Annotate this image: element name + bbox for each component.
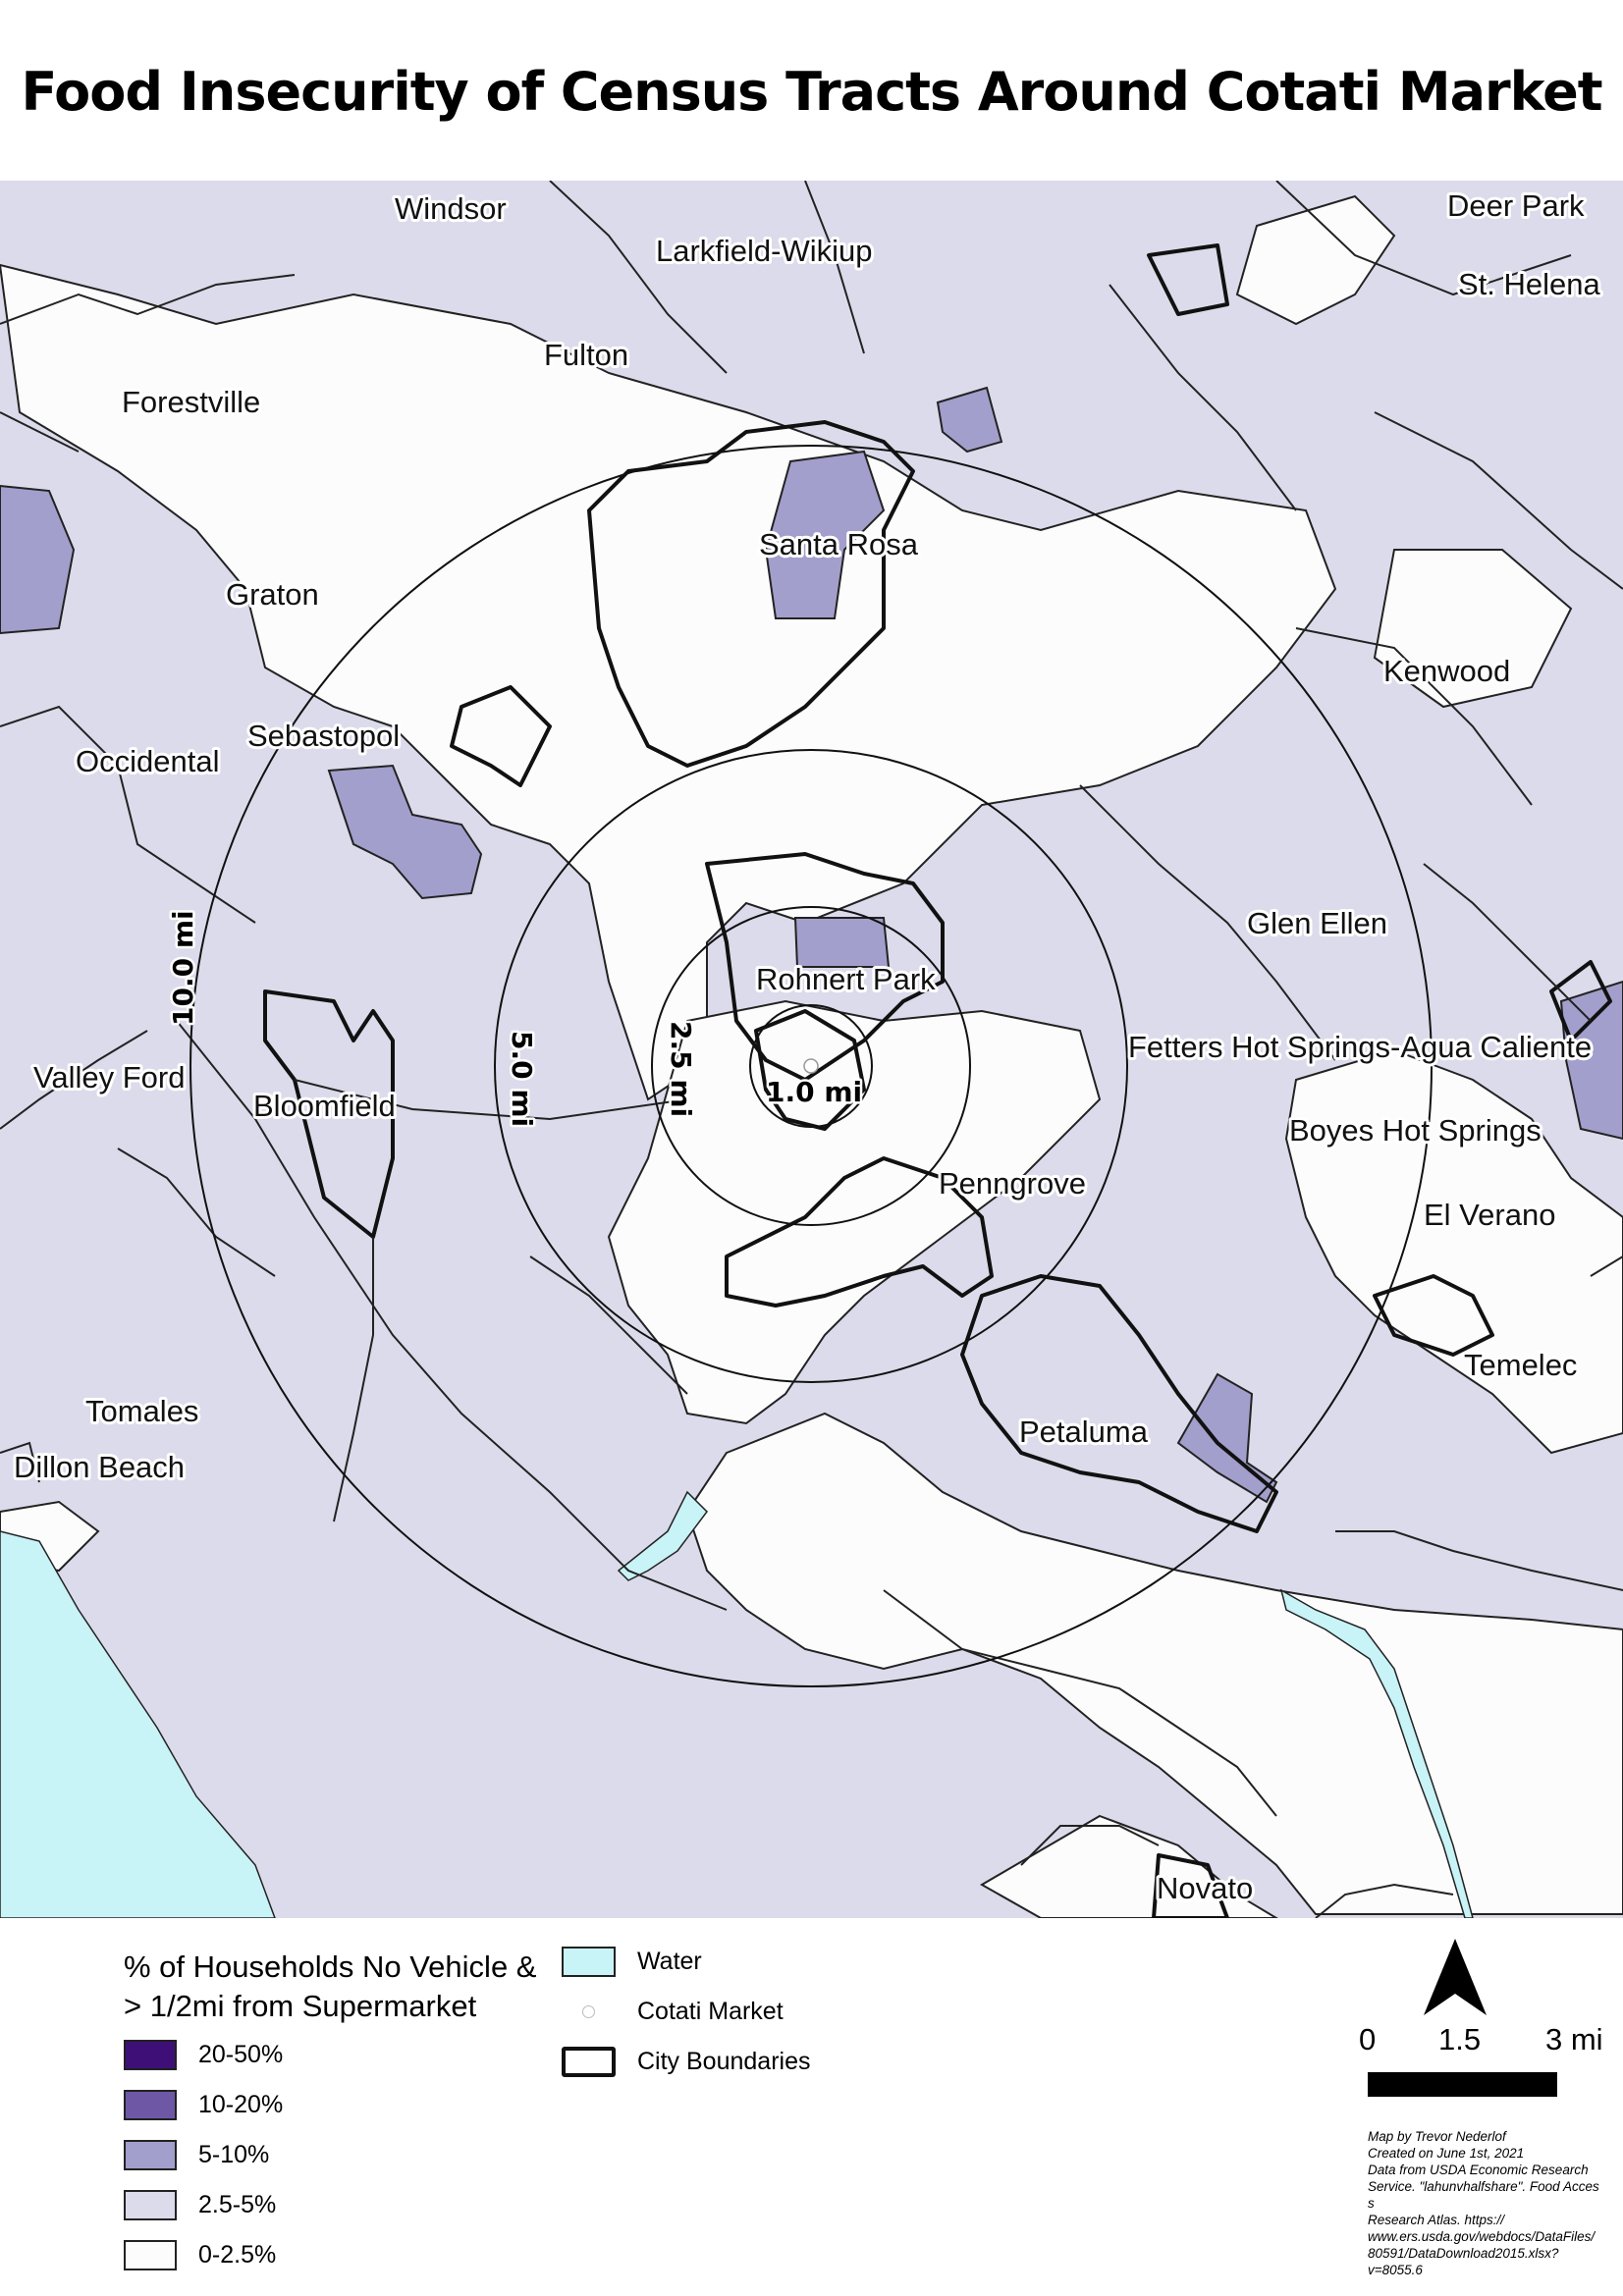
ring-label-10mi: 10.0 mi [167, 910, 199, 1026]
legend-item-5-10: 5-10% [124, 2138, 269, 2171]
legend-item-2-5-5: 2.5-5% [124, 2188, 276, 2221]
city-boundaries [263, 243, 1612, 1918]
place-label-windsor: Windsor [395, 191, 507, 226]
place-label-forestville: Forestville [122, 385, 260, 419]
place-label-temelec: Temelec [1464, 1348, 1577, 1382]
credits-line: Service. "lahunvhalfshare". Food Access [1368, 2179, 1599, 2211]
market-dot-icon [582, 2005, 595, 2018]
water-bodies [0, 1490, 1474, 1918]
place-label-kenwood: Kenwood [1383, 654, 1510, 688]
legend-item-0-2-5: 0-2.5% [124, 2238, 276, 2271]
legend-item-city: City Boundaries [562, 2047, 810, 2077]
ring-label-1mi: 1.0 mi [766, 1076, 862, 1108]
north-arrow-icon [1424, 1939, 1487, 2015]
legend-label: 5-10% [198, 2140, 270, 2168]
scale-label-mid: 1.5 [1438, 2022, 1482, 2056]
buffer-rings [189, 445, 1433, 1687]
credits-line: Data from USDA Economic Research [1368, 2163, 1589, 2177]
credits-line: v=8055.6 [1368, 2263, 1423, 2277]
legend-item-10-20: 10-20% [124, 2088, 283, 2121]
legend-item-20-50: 20-50% [124, 2038, 283, 2071]
legend-swatch [124, 2039, 177, 2070]
legend-title-line2: > 1/2mi from Supermarket [124, 1989, 477, 2023]
scale-bar [1368, 2072, 1557, 2097]
market-swatch [562, 1997, 616, 2027]
place-label-valley-ford: Valley Ford [33, 1060, 186, 1095]
credits-line: www.ers.usda.gov/webdocs/DataFiles/ [1368, 2229, 1596, 2244]
place-label-graton: Graton [226, 577, 319, 612]
place-label-fetters: Fetters Hot Springs-Agua Caliente [1128, 1030, 1592, 1064]
legend-item-market: Cotati Market [562, 1997, 784, 2027]
ring-label-5mi: 5.0 mi [506, 1031, 538, 1127]
city-swatch [562, 2047, 616, 2077]
tract-lines [0, 181, 1623, 1918]
place-label-sebastopol: Sebastopol [247, 719, 400, 753]
place-label-larkfield: Larkfield-Wikiup [656, 234, 873, 268]
scale-label-end: 3 mi [1545, 2022, 1603, 2056]
credits-block: Map by Trevor Nederlof Created on June 1… [1368, 2128, 1603, 2278]
place-label-tomales: Tomales [85, 1394, 198, 1428]
place-label-novato: Novato [1157, 1871, 1253, 1905]
place-label-deer-park: Deer Park [1447, 188, 1585, 223]
place-label-rohnert-park: Rohnert Park [756, 962, 936, 996]
legend-label: 20-50% [198, 2040, 284, 2068]
scale-label-zero: 0 [1359, 2022, 1377, 2056]
legend-swatch [124, 2239, 177, 2270]
map-title: Food Insecurity of Census Tracts Around … [21, 61, 1602, 123]
place-label-st-helena: St. Helena [1458, 267, 1601, 301]
place-label-santa-rosa: Santa Rosa [759, 527, 919, 561]
place-label-fulton: Fulton [544, 338, 628, 372]
place-label-glen-ellen: Glen Ellen [1247, 906, 1387, 940]
ring-label-2-5mi: 2.5 mi [665, 1021, 697, 1117]
water-swatch [562, 1947, 616, 1977]
legend-title: % of Households No Vehicle & > 1/2mi fro… [124, 1948, 536, 2026]
credits-line: Created on June 1st, 2021 [1368, 2146, 1525, 2161]
map-svg: 1.0 mi 2.5 mi 5.0 mi 10.0 mi Windsor Lar… [0, 181, 1623, 1918]
place-label-dillon-beach: Dillon Beach [14, 1450, 185, 1484]
place-label-el-verano: El Verano [1424, 1198, 1555, 1232]
legend-swatch [124, 2139, 177, 2170]
legend-label: 2.5-5% [198, 2190, 277, 2218]
legend-label: Water [637, 1948, 702, 1975]
legend-label: City Boundaries [637, 2048, 811, 2075]
place-label-petaluma: Petaluma [1019, 1415, 1149, 1449]
place-label-occidental: Occidental [76, 744, 219, 778]
legend-title-line1: % of Households No Vehicle & [124, 1949, 537, 1984]
place-label-penngrove: Penngrove [939, 1166, 1086, 1201]
credits-line: Research Atlas. https:// [1368, 2213, 1505, 2227]
cotati-market-point[interactable] [803, 1058, 819, 1074]
place-label-boyes: Boyes Hot Springs [1289, 1113, 1542, 1148]
legend-label: Cotati Market [637, 1998, 784, 2025]
credits-line: Map by Trevor Nederlof [1368, 2129, 1506, 2144]
legend-swatch [124, 2089, 177, 2120]
legend-label: 0-2.5% [198, 2240, 277, 2269]
tracts-low [0, 194, 1623, 1918]
map-canvas[interactable]: 1.0 mi 2.5 mi 5.0 mi 10.0 mi Windsor Lar… [0, 181, 1623, 1918]
legend-label: 10-20% [198, 2090, 284, 2118]
place-label-bloomfield: Bloomfield [253, 1089, 396, 1123]
legend-swatch [124, 2189, 177, 2220]
legend-item-water: Water [562, 1947, 702, 1977]
credits-line: 80591/DataDownload2015.xlsx? [1368, 2246, 1559, 2261]
